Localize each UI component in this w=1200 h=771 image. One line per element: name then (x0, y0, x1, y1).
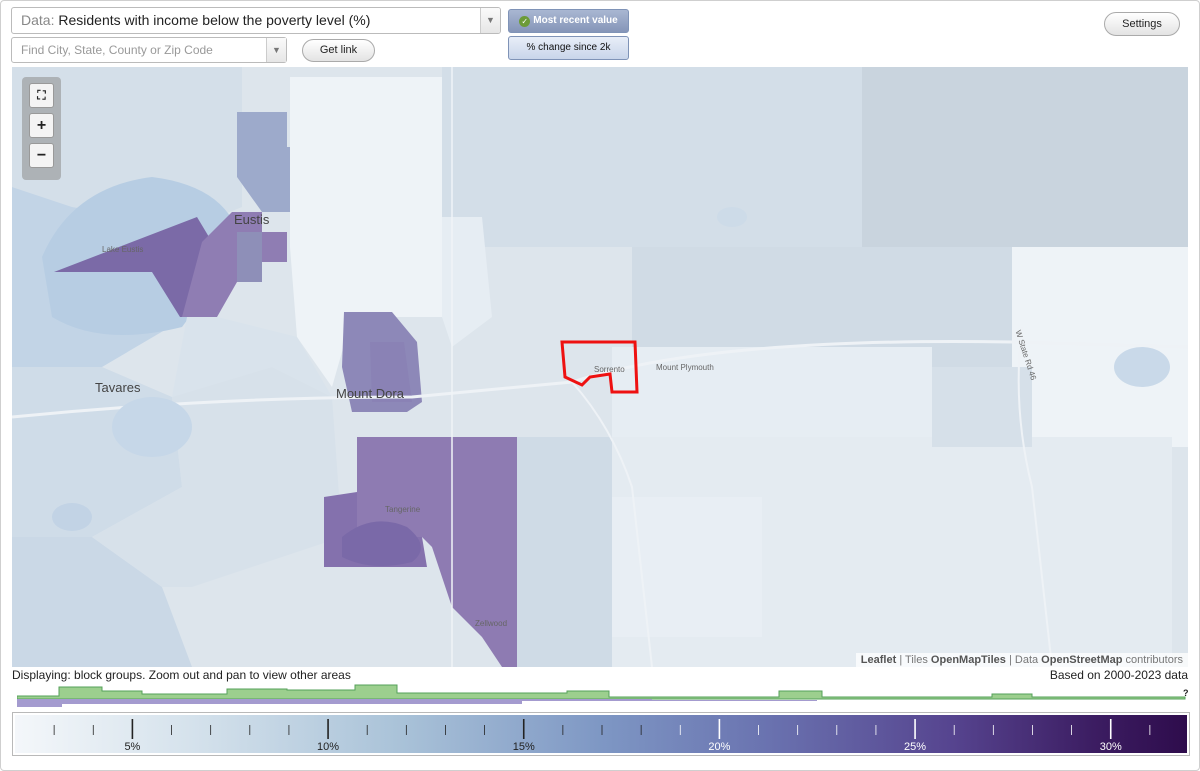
check-icon: ✓ (519, 16, 531, 27)
map-label-mount-plymouth: Mount Plymouth (656, 363, 714, 372)
legend-tick-label: 20% (708, 741, 731, 753)
chevron-down-icon[interactable]: ▼ (480, 8, 500, 33)
map-label-tavares: Tavares (95, 380, 141, 395)
zoom-in-button[interactable]: + (29, 113, 54, 138)
data-select-prefix: Data: (21, 12, 55, 28)
color-legend: 5% 10% 15% 20% 25% 30% (12, 712, 1190, 756)
osm-link[interactable]: OpenStreetMap (1041, 654, 1123, 666)
map-attribution: Leaflet | Tiles OpenMapTiles | Data Open… (855, 653, 1188, 667)
most-recent-value-label: Most recent value (533, 15, 618, 26)
search-placeholder: Find City, State, County or Zip Code (21, 43, 213, 57)
legend-tick-label: 30% (1099, 741, 1122, 753)
data-years-status: Based on 2000-2023 data (1049, 668, 1188, 682)
map-label-eustis: Eustis (234, 212, 270, 227)
zoom-out-button[interactable]: − (29, 143, 54, 168)
legend-ticks (53, 719, 1151, 739)
data-select-value: Residents with income below the poverty … (58, 12, 371, 28)
most-recent-value-button[interactable]: ✓ Most recent value (508, 9, 629, 33)
leaflet-link[interactable]: Leaflet (860, 654, 897, 666)
histogram-question-mark[interactable]: ? (1183, 688, 1189, 698)
settings-button[interactable]: Settings (1104, 12, 1180, 36)
legend-tick-label: 10% (317, 741, 340, 753)
attribution-sep1: | Tiles (896, 654, 931, 666)
tiles-link[interactable]: OpenMapTiles (930, 654, 1006, 666)
location-search-input[interactable]: Find City, State, County or Zip Code ▼ (11, 37, 287, 63)
map-label-zellwood: Zellwood (475, 619, 508, 628)
distribution-histogram: ? (17, 684, 1189, 707)
displaying-status: Displaying: block groups. Zoom out and p… (12, 668, 351, 682)
map-label-tangerine: Tangerine (385, 505, 421, 514)
search-chevron-down-icon[interactable]: ▼ (266, 38, 286, 62)
map-zoom-controls: ⛶ + − (22, 77, 61, 180)
map-label-lake-eustis: Lake Eustis (102, 245, 144, 254)
fullscreen-icon[interactable]: ⛶ (29, 83, 54, 108)
get-link-button[interactable]: Get link (302, 39, 375, 62)
legend-tick-label: 15% (512, 741, 535, 753)
map-view[interactable]: Lake Eustis Eustis Tavares Mount Dora So… (12, 67, 1188, 667)
legend-tick-label: 25% (904, 741, 927, 753)
legend-tick-label: 5% (124, 741, 141, 753)
attribution-contributors: contributors (1122, 654, 1183, 666)
map-canvas (12, 67, 1188, 667)
map-label-sorrento: Sorrento (594, 365, 625, 374)
data-select[interactable]: Data: Residents with income below the po… (11, 7, 501, 34)
selected-region-outline (560, 340, 639, 394)
percent-change-button[interactable]: % change since 2k (508, 36, 629, 60)
map-label-mount-dora: Mount Dora (336, 386, 404, 401)
attribution-sep2: | Data (1005, 654, 1042, 666)
